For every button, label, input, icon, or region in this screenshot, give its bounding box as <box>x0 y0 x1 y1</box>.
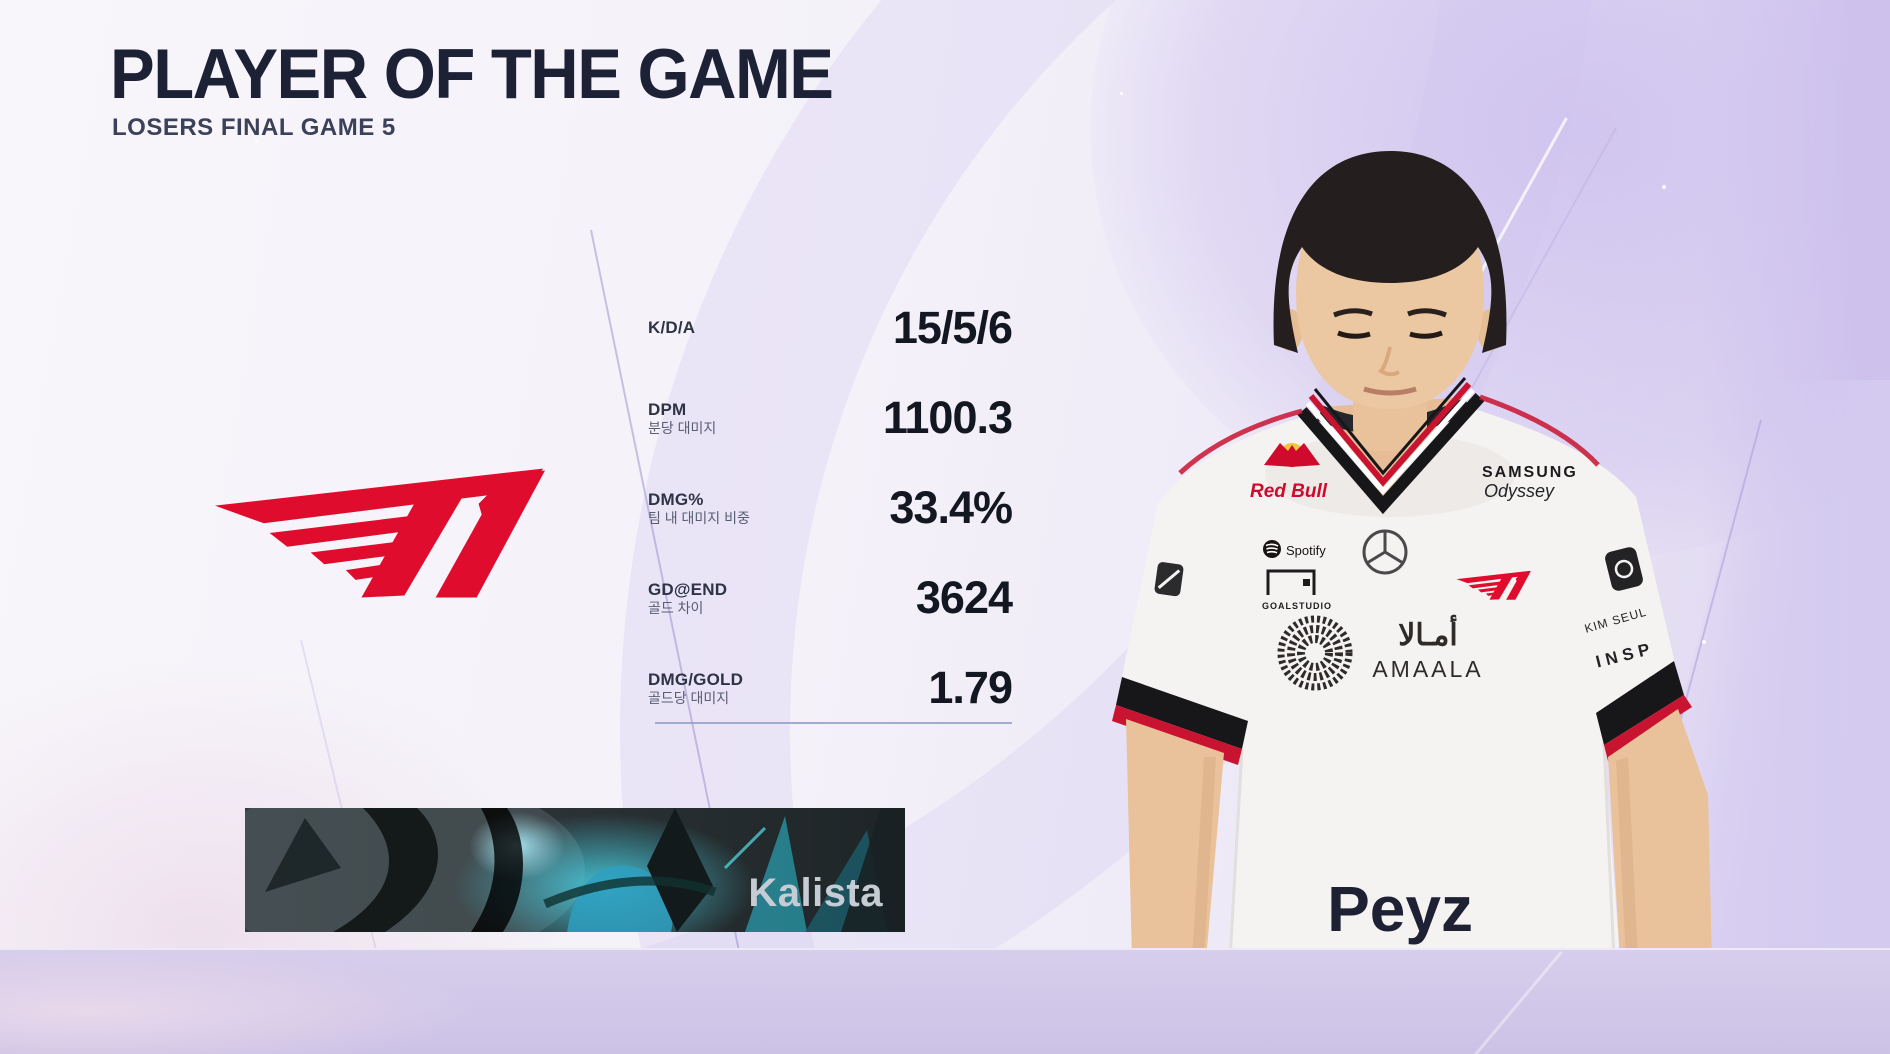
odyssey-text: Odyssey <box>1484 481 1555 501</box>
sparkle-dot <box>1702 640 1706 644</box>
cuff-band-right <box>1596 661 1684 745</box>
collar-trim-red <box>1308 382 1472 487</box>
hair <box>1273 151 1507 353</box>
player-photo: Red Bull SAMSUNG Odyssey Spotify GOALSTU… <box>1112 151 1712 960</box>
goalstudio-logo: GOALSTUDIO <box>1262 569 1332 611</box>
page-title: PLAYER OF THE GAME <box>110 35 834 114</box>
stat-value: 1100.3 <box>882 392 1013 443</box>
spotify-text: Spotify <box>1286 543 1326 558</box>
stat-row-gold-diff: GD@END 골드 차이 3624 <box>648 553 1013 643</box>
t1-wing-mark <box>214 468 545 598</box>
eyebrow <box>1333 308 1373 318</box>
amaala-logo: أمـالا AMAALA <box>1277 614 1483 691</box>
champion-name: Kalista <box>748 871 883 915</box>
sparkle-dot <box>255 140 258 143</box>
amaala-text: AMAALA <box>1372 656 1483 682</box>
champion-splash-art <box>245 808 905 932</box>
collar-trim-white <box>1306 388 1475 495</box>
mercedes-star-icon <box>1362 529 1408 575</box>
shoulder-piping-left <box>1178 408 1303 475</box>
stat-value: 3624 <box>915 572 1013 623</box>
stat-row-dmg-percent: DMG% 팀 내 대미지 비중 33.4% <box>648 463 1013 553</box>
sparkle-dot <box>1662 185 1666 189</box>
eyebrow <box>1407 308 1447 318</box>
right-sleeve-logo <box>1605 547 1643 591</box>
eye <box>1409 330 1443 339</box>
collar-trim-black <box>1297 392 1485 515</box>
player-name: Peyz <box>1327 873 1473 945</box>
stats-panel: K/D/A 15/5/6 DPM 분당 대미지 1100.3 DMG% 팀 내 … <box>648 283 1013 733</box>
jersey <box>1116 407 1682 960</box>
stat-value: 15/5/6 <box>892 302 1013 353</box>
arm-right-shade <box>1616 757 1638 960</box>
cuff-band-left <box>1116 677 1248 749</box>
eye <box>1337 330 1371 339</box>
stat-label: GD@END <box>648 579 728 599</box>
stats-divider <box>655 722 1012 724</box>
stat-label: DMG/GOLD <box>648 669 744 689</box>
stat-row-dpm: DPM 분당 대미지 1100.3 <box>648 373 1013 463</box>
left-sleeve-logo <box>1154 562 1184 597</box>
stat-row-dmg-gold: DMG/GOLD 골드당 대미지 1.79 <box>648 643 1013 733</box>
red-bull-text: Red Bull <box>1250 481 1328 502</box>
stat-row-kda: K/D/A 15/5/6 <box>648 283 1013 373</box>
jersey-seam <box>1228 748 1244 960</box>
jersey-seam <box>1602 742 1616 960</box>
goalstudio-text: GOALSTUDIO <box>1262 601 1332 611</box>
sparkle-dot <box>1120 92 1123 95</box>
stat-sublabel: 골드 차이 <box>648 599 704 616</box>
samsung-text: SAMSUNG <box>1482 464 1578 481</box>
stat-sublabel: 팀 내 대미지 비중 <box>648 509 750 526</box>
collar-trim-inner <box>1313 377 1467 476</box>
cuff-stripe-right <box>1604 695 1692 761</box>
samsung-odyssey-logo: SAMSUNG Odyssey <box>1482 464 1578 501</box>
nose <box>1378 346 1400 377</box>
mouth <box>1363 386 1417 396</box>
amaala-arabic-text: أمـالا <box>1398 614 1457 652</box>
stat-label: K/D/A <box>648 318 696 338</box>
stat-label: DPM <box>648 399 687 419</box>
shoulder-piping-right <box>1479 394 1600 467</box>
stat-value: 1.79 <box>928 662 1013 713</box>
bottom-lavender-band <box>0 948 1890 1054</box>
stat-label: DMG% <box>648 489 704 509</box>
page-subtitle: LOSERS FINAL GAME 5 <box>112 114 396 141</box>
stat-sublabel: 골드당 대미지 <box>648 689 730 706</box>
champion-banner: Kalista <box>245 808 905 932</box>
spotify-logo: Spotify <box>1263 540 1326 558</box>
team-logo-t1 <box>214 468 545 598</box>
stat-value: 33.4% <box>889 482 1013 533</box>
stat-sublabel: 분당 대미지 <box>648 419 717 436</box>
arm-left-shade <box>1192 757 1216 960</box>
red-bull-logo: Red Bull <box>1250 443 1328 502</box>
